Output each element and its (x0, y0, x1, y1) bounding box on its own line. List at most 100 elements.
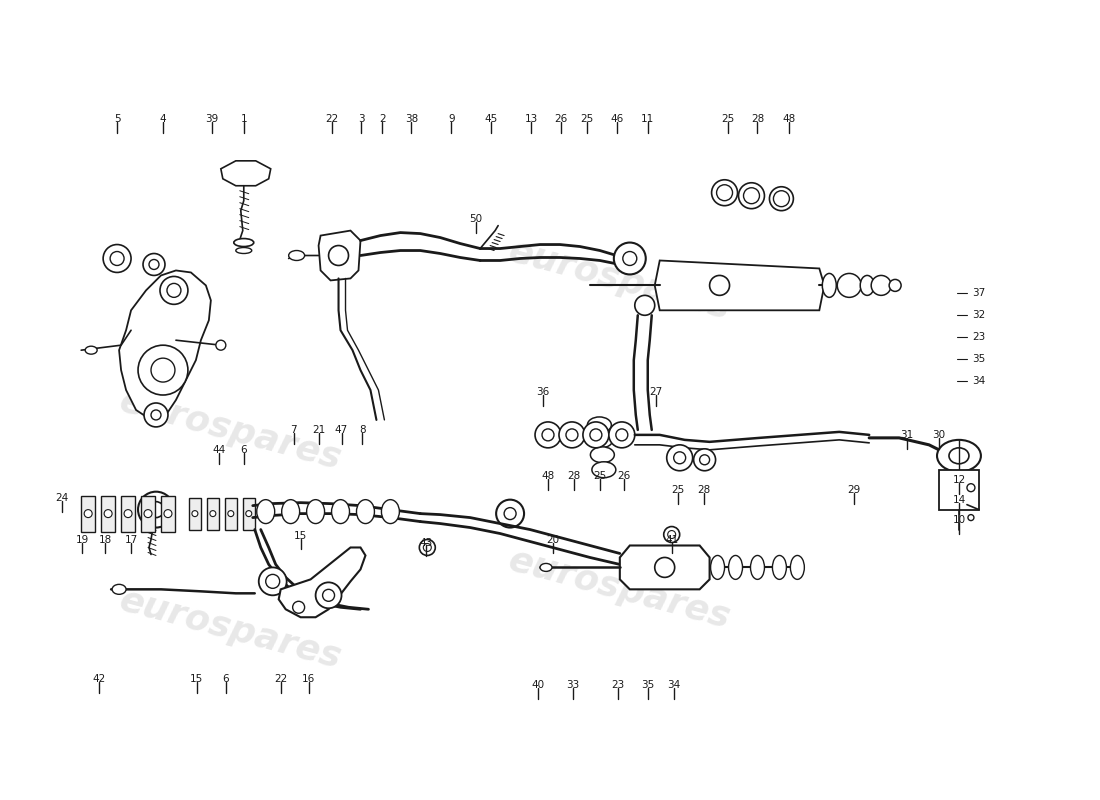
Ellipse shape (282, 500, 299, 523)
Text: 21: 21 (312, 425, 326, 435)
Ellipse shape (535, 422, 561, 448)
Polygon shape (121, 496, 135, 531)
Text: 34: 34 (972, 376, 986, 386)
Polygon shape (189, 498, 201, 530)
Ellipse shape (949, 448, 969, 464)
Ellipse shape (103, 245, 131, 273)
Text: 23: 23 (972, 332, 986, 342)
Text: 4: 4 (160, 114, 166, 124)
Text: 41: 41 (666, 534, 679, 545)
Text: 26: 26 (617, 470, 630, 481)
Circle shape (144, 510, 152, 518)
Circle shape (663, 526, 680, 542)
Ellipse shape (143, 254, 165, 275)
Polygon shape (207, 498, 219, 530)
Ellipse shape (750, 555, 764, 579)
Ellipse shape (694, 449, 716, 470)
Ellipse shape (566, 429, 578, 441)
Circle shape (712, 180, 737, 206)
Polygon shape (81, 496, 96, 531)
Circle shape (738, 182, 764, 209)
Text: 25: 25 (720, 114, 734, 124)
Circle shape (635, 295, 654, 315)
Polygon shape (278, 547, 365, 618)
Circle shape (124, 510, 132, 518)
Ellipse shape (587, 417, 612, 433)
Text: 27: 27 (649, 387, 662, 397)
Ellipse shape (307, 500, 324, 523)
Text: 13: 13 (525, 114, 538, 124)
Text: 28: 28 (697, 485, 711, 494)
Polygon shape (141, 496, 155, 531)
Text: 37: 37 (972, 288, 986, 298)
Circle shape (151, 358, 175, 382)
Ellipse shape (583, 422, 609, 448)
Circle shape (654, 558, 674, 578)
Text: 25: 25 (671, 485, 684, 494)
Ellipse shape (772, 555, 786, 579)
Text: 50: 50 (470, 214, 483, 224)
Text: 23: 23 (612, 680, 625, 690)
Circle shape (744, 188, 759, 204)
Circle shape (293, 602, 305, 614)
Ellipse shape (258, 567, 287, 595)
Ellipse shape (382, 500, 399, 523)
Ellipse shape (837, 274, 861, 298)
Text: 17: 17 (124, 534, 138, 545)
Ellipse shape (235, 247, 252, 254)
Text: 38: 38 (405, 114, 418, 124)
Ellipse shape (356, 500, 374, 523)
Ellipse shape (711, 555, 725, 579)
Text: 25: 25 (593, 470, 606, 481)
Circle shape (216, 340, 225, 350)
Text: 28: 28 (568, 470, 581, 481)
Ellipse shape (256, 500, 275, 523)
Ellipse shape (540, 563, 552, 571)
Text: 25: 25 (581, 114, 594, 124)
Text: 45: 45 (484, 114, 498, 124)
Text: 18: 18 (99, 534, 112, 545)
Text: 6: 6 (241, 445, 248, 455)
Polygon shape (221, 161, 271, 186)
Ellipse shape (591, 447, 614, 462)
Text: 46: 46 (610, 114, 624, 124)
Ellipse shape (871, 275, 891, 295)
Text: 7: 7 (290, 425, 297, 435)
Ellipse shape (590, 429, 602, 441)
Text: 14: 14 (953, 494, 966, 505)
Ellipse shape (667, 445, 693, 470)
Ellipse shape (148, 259, 159, 270)
Circle shape (104, 510, 112, 518)
Text: 40: 40 (531, 680, 544, 690)
Ellipse shape (85, 346, 97, 354)
Text: 32: 32 (972, 310, 986, 320)
Text: 31: 31 (901, 430, 914, 440)
Text: 48: 48 (541, 470, 554, 481)
Circle shape (316, 582, 341, 608)
Circle shape (614, 242, 646, 274)
Ellipse shape (592, 462, 616, 478)
Polygon shape (619, 546, 710, 590)
Polygon shape (224, 498, 236, 530)
Text: 6: 6 (222, 674, 229, 684)
Text: 22: 22 (324, 114, 338, 124)
Circle shape (623, 251, 637, 266)
Polygon shape (939, 470, 979, 510)
Ellipse shape (609, 422, 635, 448)
Text: 22: 22 (274, 674, 287, 684)
Ellipse shape (937, 440, 981, 472)
Text: 39: 39 (206, 114, 219, 124)
Circle shape (160, 277, 188, 304)
Text: 33: 33 (566, 680, 580, 690)
Text: 1: 1 (241, 114, 248, 124)
Circle shape (967, 484, 975, 492)
Text: 36: 36 (537, 387, 550, 397)
Text: 12: 12 (953, 474, 966, 485)
Polygon shape (654, 261, 824, 310)
Polygon shape (101, 496, 116, 531)
Text: 47: 47 (334, 425, 349, 435)
Ellipse shape (110, 251, 124, 266)
Polygon shape (119, 270, 211, 420)
Circle shape (228, 510, 234, 517)
Polygon shape (319, 230, 361, 281)
